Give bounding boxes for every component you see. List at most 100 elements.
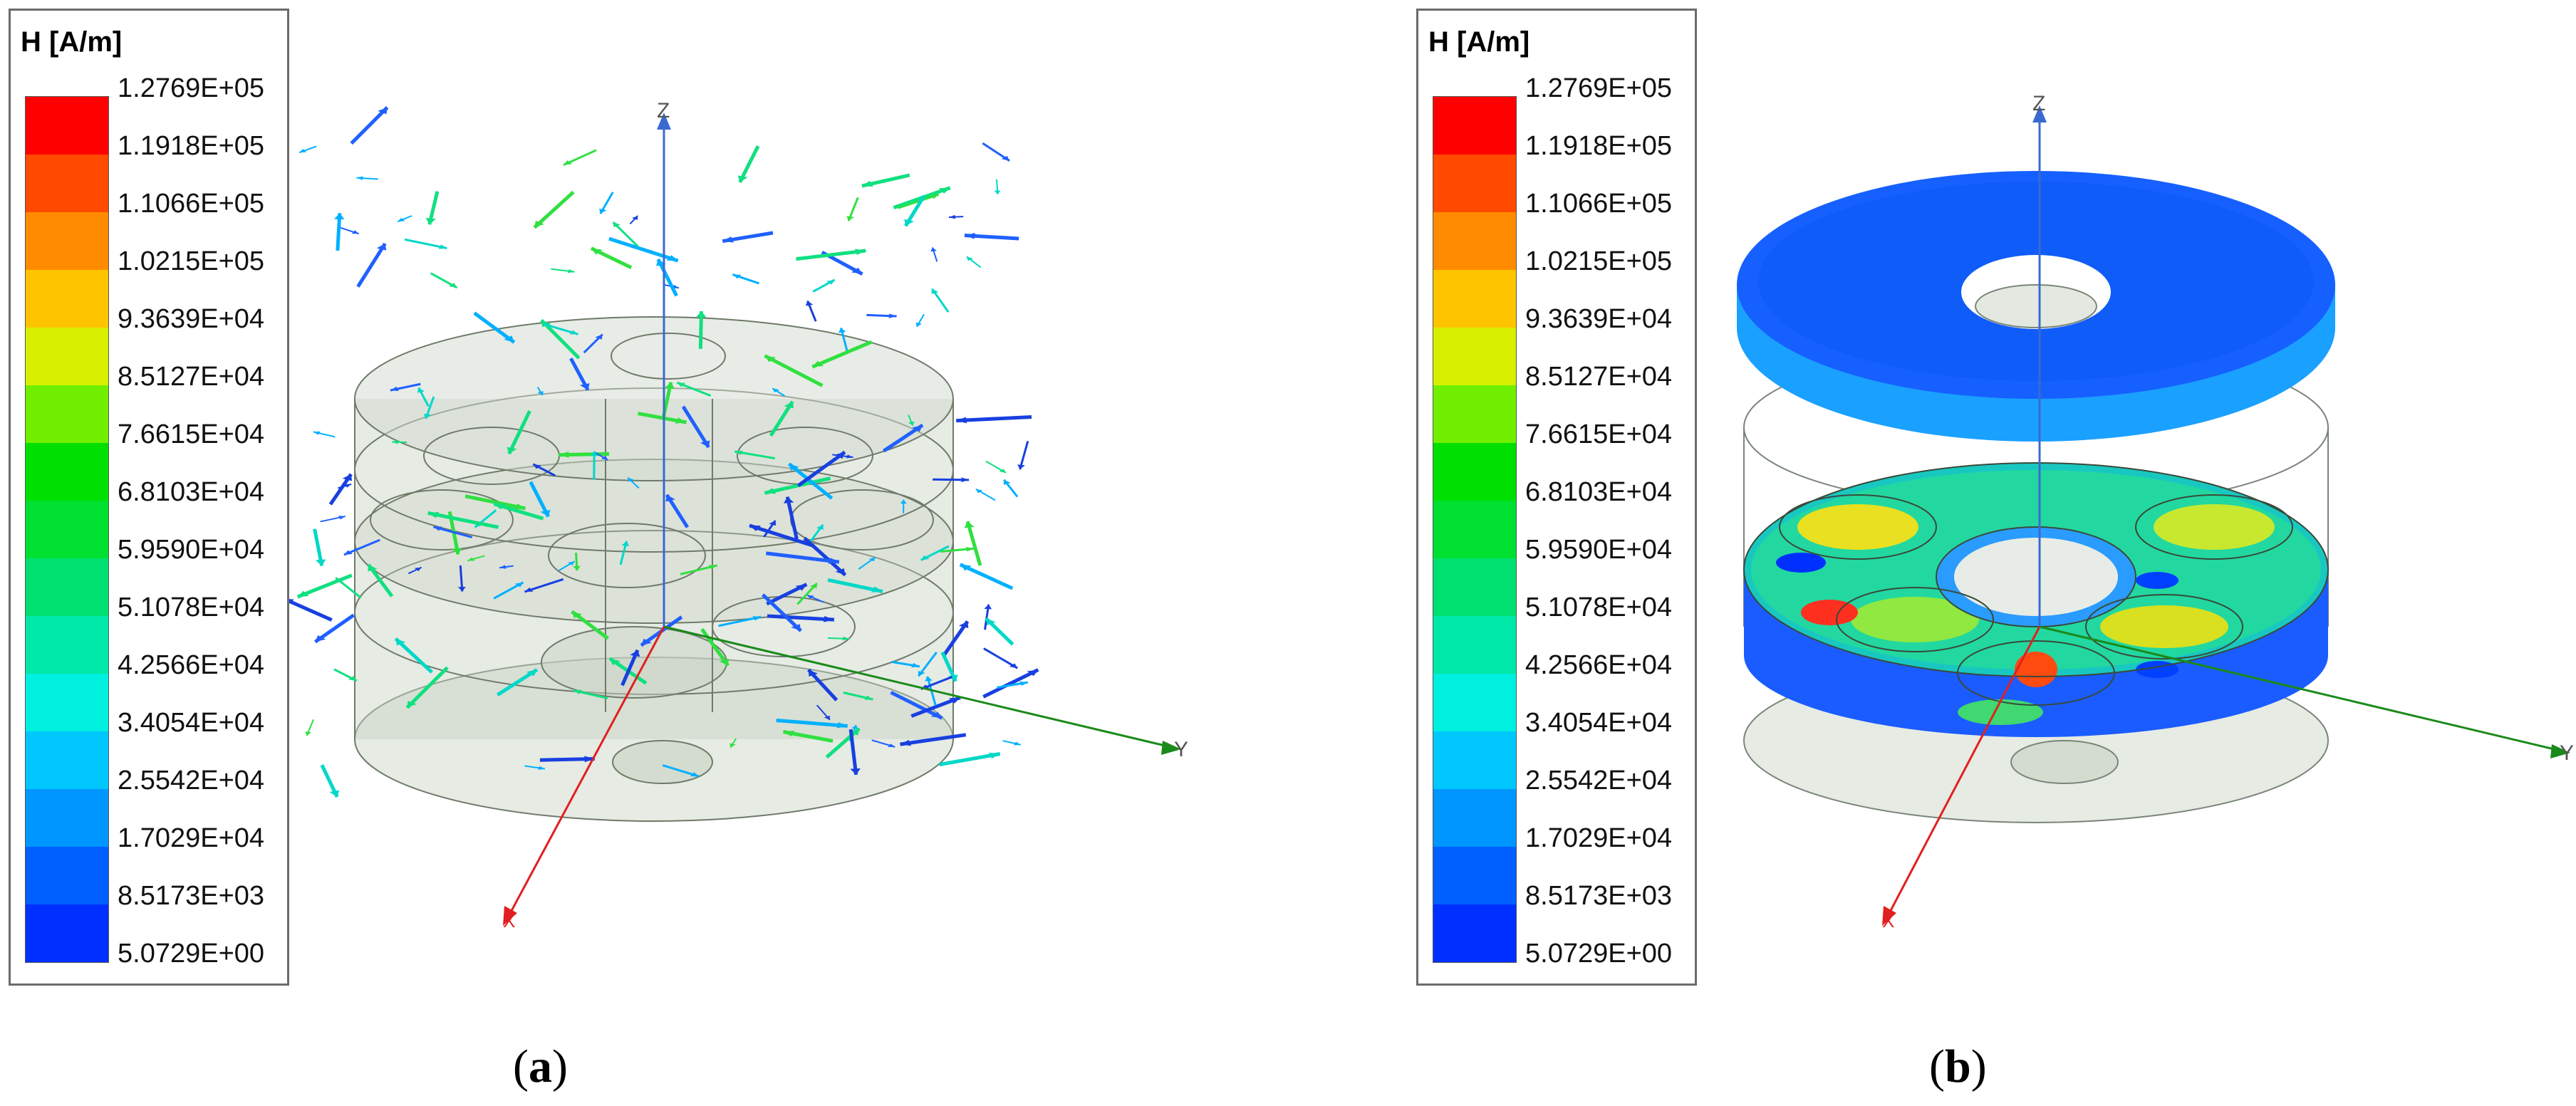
field-vector-arrowhead <box>601 456 608 460</box>
field-vector-arrowhead <box>675 417 687 424</box>
field-vector-arrowhead <box>816 524 824 530</box>
field-vector-arrow <box>900 733 967 746</box>
panel-caption-a: (a) <box>513 1040 568 1092</box>
field-vector-arrow <box>350 106 389 145</box>
field-vector-arrowhead <box>806 595 814 599</box>
field-vector-arrowhead <box>965 546 975 552</box>
field-vector-arrowhead <box>297 590 309 598</box>
field-vector-arrowhead <box>808 669 819 677</box>
upper-disk-contour <box>1737 171 2335 442</box>
field-vector-arrow <box>540 318 581 360</box>
field-vector-arrow <box>785 496 799 540</box>
field-vector-arrowhead <box>854 249 866 255</box>
field-vector-arrowhead <box>959 621 969 629</box>
field-vector-arrowhead <box>835 568 846 575</box>
legend-tick-label: 5.0729E+00 <box>118 939 265 969</box>
field-vector-arrow <box>956 414 1032 423</box>
field-vector-arrowhead <box>348 676 357 681</box>
legend-band <box>1433 97 1516 155</box>
coordinate-axes: Z Y X <box>1882 92 2574 932</box>
field-vector-arrowhead <box>494 504 506 510</box>
field-vector-arrowhead <box>764 355 777 362</box>
field-vector-arrowhead <box>315 559 326 566</box>
field-vector-arrowhead <box>690 772 700 777</box>
field-vector-arrowhead <box>888 744 895 747</box>
field-vector-arrow <box>983 647 1019 669</box>
field-vector-arrowhead <box>414 567 422 572</box>
field-vector-arrowhead <box>395 638 406 646</box>
legend-band <box>1433 616 1516 674</box>
field-vector-arrowhead <box>911 662 920 668</box>
color-legend-b: H [A/m] 1.2769E+05 1.1918E+05 1.1066E+05 1.… <box>1416 9 1697 986</box>
legend-tick-label: 1.2769E+05 <box>1525 73 1673 103</box>
field-vector-arrowhead <box>390 386 399 392</box>
field-vector-arrowhead <box>984 604 992 610</box>
field-vector-arrowhead <box>795 584 807 591</box>
field-vector-arrowhead <box>559 452 569 458</box>
field-vector-arrow <box>890 691 943 720</box>
panel-b: Z Y X H [A/m] 1.2769E+05 1.1918E+05 1.1066… <box>1288 0 2576 1106</box>
field-vector-arrowhead <box>824 715 830 720</box>
field-vector-arrowhead <box>828 558 839 564</box>
field-vector-arrowhead <box>989 752 1000 759</box>
field-vector-arrowhead <box>417 387 425 393</box>
field-vector-arrowhead <box>613 221 620 228</box>
legend-band <box>26 328 108 385</box>
field-vector-arrowhead <box>912 424 923 432</box>
field-vector-arrowhead <box>999 469 1007 473</box>
field-vector-arrowhead <box>1017 464 1025 470</box>
field-vector-arrowhead <box>571 611 583 618</box>
legend-band <box>26 270 108 328</box>
field-vector-arrowhead <box>433 526 442 531</box>
field-vector-arrowhead <box>749 525 762 531</box>
field-vector-arrowhead <box>964 232 975 239</box>
field-vector-arrow <box>296 573 353 599</box>
legend-band <box>26 674 108 731</box>
field-vector-arrowhead <box>677 382 686 387</box>
field-vector-arrowhead <box>791 624 801 631</box>
legend-tick-label: 8.5173E+03 <box>118 881 265 911</box>
x-axis-line <box>1885 626 2041 919</box>
field-vector-arrow <box>749 523 815 548</box>
field-vector-arrowhead <box>641 638 652 646</box>
legend-tick-label: 1.1918E+05 <box>118 131 265 161</box>
legend-band <box>1433 847 1516 904</box>
legend-tick-label: 1.1066E+05 <box>1525 189 1673 219</box>
legend-tick-label: 9.3639E+04 <box>118 304 265 334</box>
field-vector-arrowhead <box>784 401 794 409</box>
field-vector-arrowhead <box>846 216 854 221</box>
field-vector-arrowhead <box>994 190 1001 194</box>
legend-tick-label: 5.1078E+04 <box>1525 593 1673 622</box>
field-vector-arrowhead <box>315 635 326 642</box>
field-vector-arrowhead <box>696 311 707 318</box>
field-vector-arrowhead <box>722 236 734 243</box>
field-vector-arrowhead <box>567 269 575 273</box>
field-vector-arrowhead <box>975 489 983 494</box>
legend-tick-label: 1.0215E+05 <box>1525 246 1673 276</box>
field-vector-arrowhead <box>514 582 524 588</box>
field-vector-arrowhead <box>1027 669 1039 677</box>
legend-tick-label: 9.3639E+04 <box>1525 304 1673 334</box>
field-vector-arrowhead <box>537 391 544 396</box>
field-vector-arrowhead <box>947 674 958 682</box>
field-vector-arrowhead <box>931 288 939 294</box>
field-vector-arrowhead <box>809 583 817 589</box>
field-vector-arrowhead <box>425 218 437 225</box>
field-vector-arrowhead <box>871 586 883 593</box>
field-vector-arrowhead <box>630 649 640 657</box>
y-axis-line <box>2039 625 2564 753</box>
field-vector-arrowhead <box>938 187 950 194</box>
field-vector-arrowhead <box>861 180 873 187</box>
field-vector-arrowhead <box>949 697 960 704</box>
field-vector-arrow <box>356 242 387 288</box>
field-vector-arrowhead <box>719 659 729 666</box>
field-vector-arrowhead <box>621 541 630 546</box>
legend-band <box>1433 501 1516 558</box>
field-vector-arrowhead <box>438 244 447 249</box>
field-vector-arrowhead <box>342 474 353 481</box>
field-vector-arrow <box>965 521 982 566</box>
field-vector-arrow <box>767 614 835 622</box>
field-vector-arrow <box>700 627 729 667</box>
legend-tick-label: 8.5173E+03 <box>1525 881 1673 911</box>
field-vector-arrowhead <box>569 330 578 335</box>
